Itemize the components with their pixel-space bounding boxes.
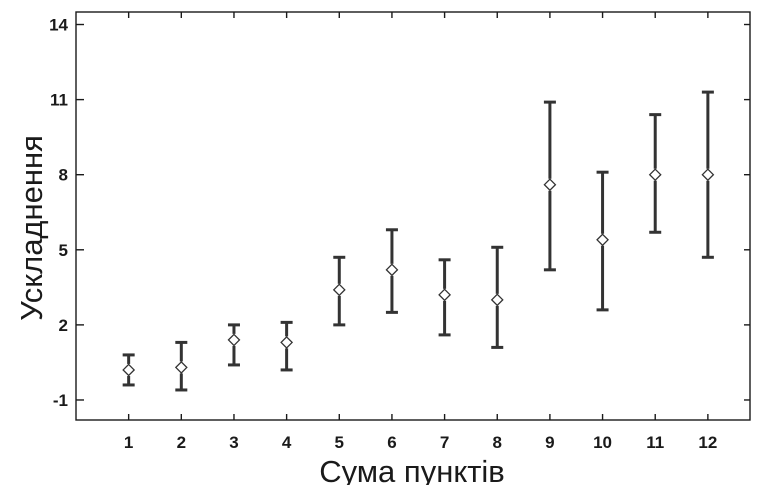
x-tick-label: 5 [335, 433, 344, 452]
x-tick-label: 12 [698, 433, 717, 452]
data-point-2 [174, 340, 188, 392]
x-tick-label: 1 [124, 433, 133, 452]
diamond-marker [385, 263, 399, 277]
data-point-1 [122, 353, 136, 387]
data-point-12 [701, 90, 715, 259]
diamond-marker [648, 168, 662, 182]
diamond-marker [174, 361, 188, 374]
data-point-4 [280, 320, 294, 372]
y-axis-title: Ускладнення [14, 135, 49, 321]
x-tick-label: 6 [387, 433, 396, 452]
diamond-marker [438, 288, 452, 302]
x-tick-label: 8 [493, 433, 502, 452]
x-tick-label: 4 [282, 433, 292, 452]
data-point-9 [543, 100, 557, 272]
data-points [122, 90, 715, 392]
y-tick-label: 2 [59, 316, 68, 335]
diamond-marker [543, 178, 557, 192]
x-tick-label: 2 [177, 433, 186, 452]
data-point-8 [490, 245, 504, 349]
data-point-7 [438, 258, 452, 337]
diamond-marker [596, 233, 609, 247]
x-tick-label: 11 [646, 433, 664, 452]
data-point-3 [227, 323, 241, 367]
diamond-marker [490, 293, 504, 307]
diamond-marker [227, 333, 241, 347]
y-tick-label: 14 [49, 16, 68, 35]
y-tick-label: 8 [59, 166, 68, 185]
data-point-11 [648, 113, 662, 234]
data-point-6 [385, 228, 399, 314]
x-tick-label: 10 [593, 433, 612, 452]
diamond-marker [332, 283, 346, 297]
y-tick-label: 5 [59, 241, 68, 260]
y-axis: -1 2 5 8 11 14 [49, 16, 750, 410]
y-tick-label: -1 [53, 391, 68, 410]
data-point-10 [596, 170, 609, 312]
x-axis-title: Сума пунктів [319, 454, 505, 485]
x-axis: 1 2 3 4 5 6 7 8 9 10 11 12 [124, 12, 717, 452]
data-point-5 [332, 255, 346, 327]
diamond-marker [701, 168, 715, 182]
diamond-marker [280, 335, 294, 349]
x-tick-label: 7 [440, 433, 449, 452]
diamond-marker [122, 363, 136, 377]
y-tick-label: 11 [50, 91, 68, 110]
x-tick-label: 9 [545, 433, 554, 452]
x-tick-label: 3 [229, 433, 238, 452]
plot-frame [75, 11, 751, 421]
